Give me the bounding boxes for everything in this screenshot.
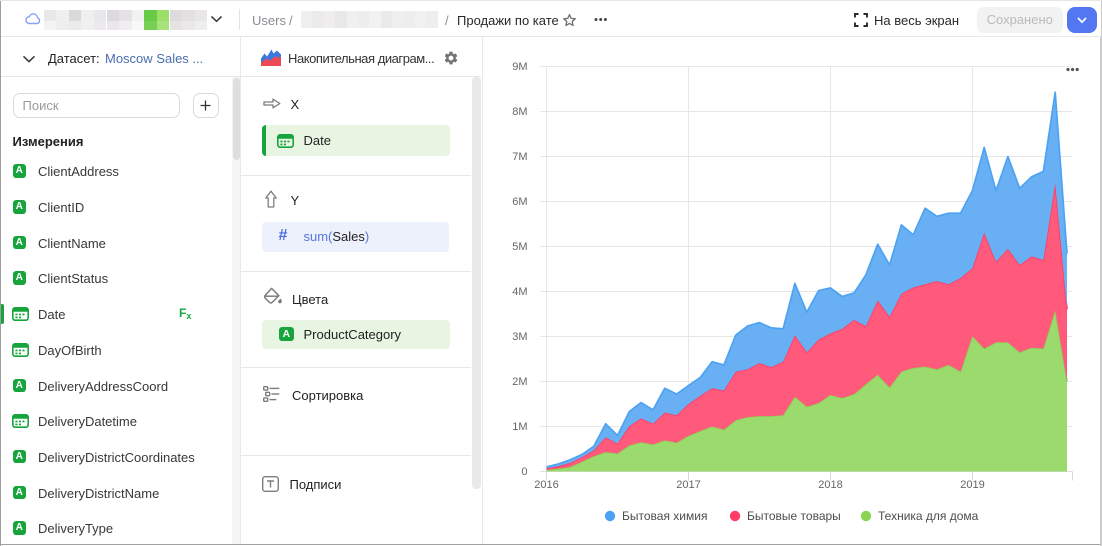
- svg-text:8M: 8M: [512, 106, 527, 118]
- svg-text:4M: 4M: [512, 286, 527, 298]
- svg-text:Бытовая химия: Бытовая химия: [622, 509, 707, 523]
- svg-text:Бытовые товары: Бытовые товары: [747, 509, 841, 523]
- svg-text:2019: 2019: [960, 479, 984, 491]
- svg-text:2018: 2018: [818, 479, 842, 491]
- svg-text:2M: 2M: [512, 376, 527, 388]
- svg-text:Техника для дома: Техника для дома: [878, 509, 979, 523]
- svg-text:6M: 6M: [512, 196, 527, 208]
- svg-text:5M: 5M: [512, 241, 527, 253]
- svg-text:3M: 3M: [512, 331, 527, 343]
- svg-text:2016: 2016: [534, 479, 558, 491]
- svg-text:9M: 9M: [512, 61, 527, 73]
- svg-text:1M: 1M: [512, 421, 527, 433]
- svg-text:0: 0: [521, 466, 527, 478]
- svg-text:7M: 7M: [512, 151, 527, 163]
- svg-text:2017: 2017: [676, 479, 700, 491]
